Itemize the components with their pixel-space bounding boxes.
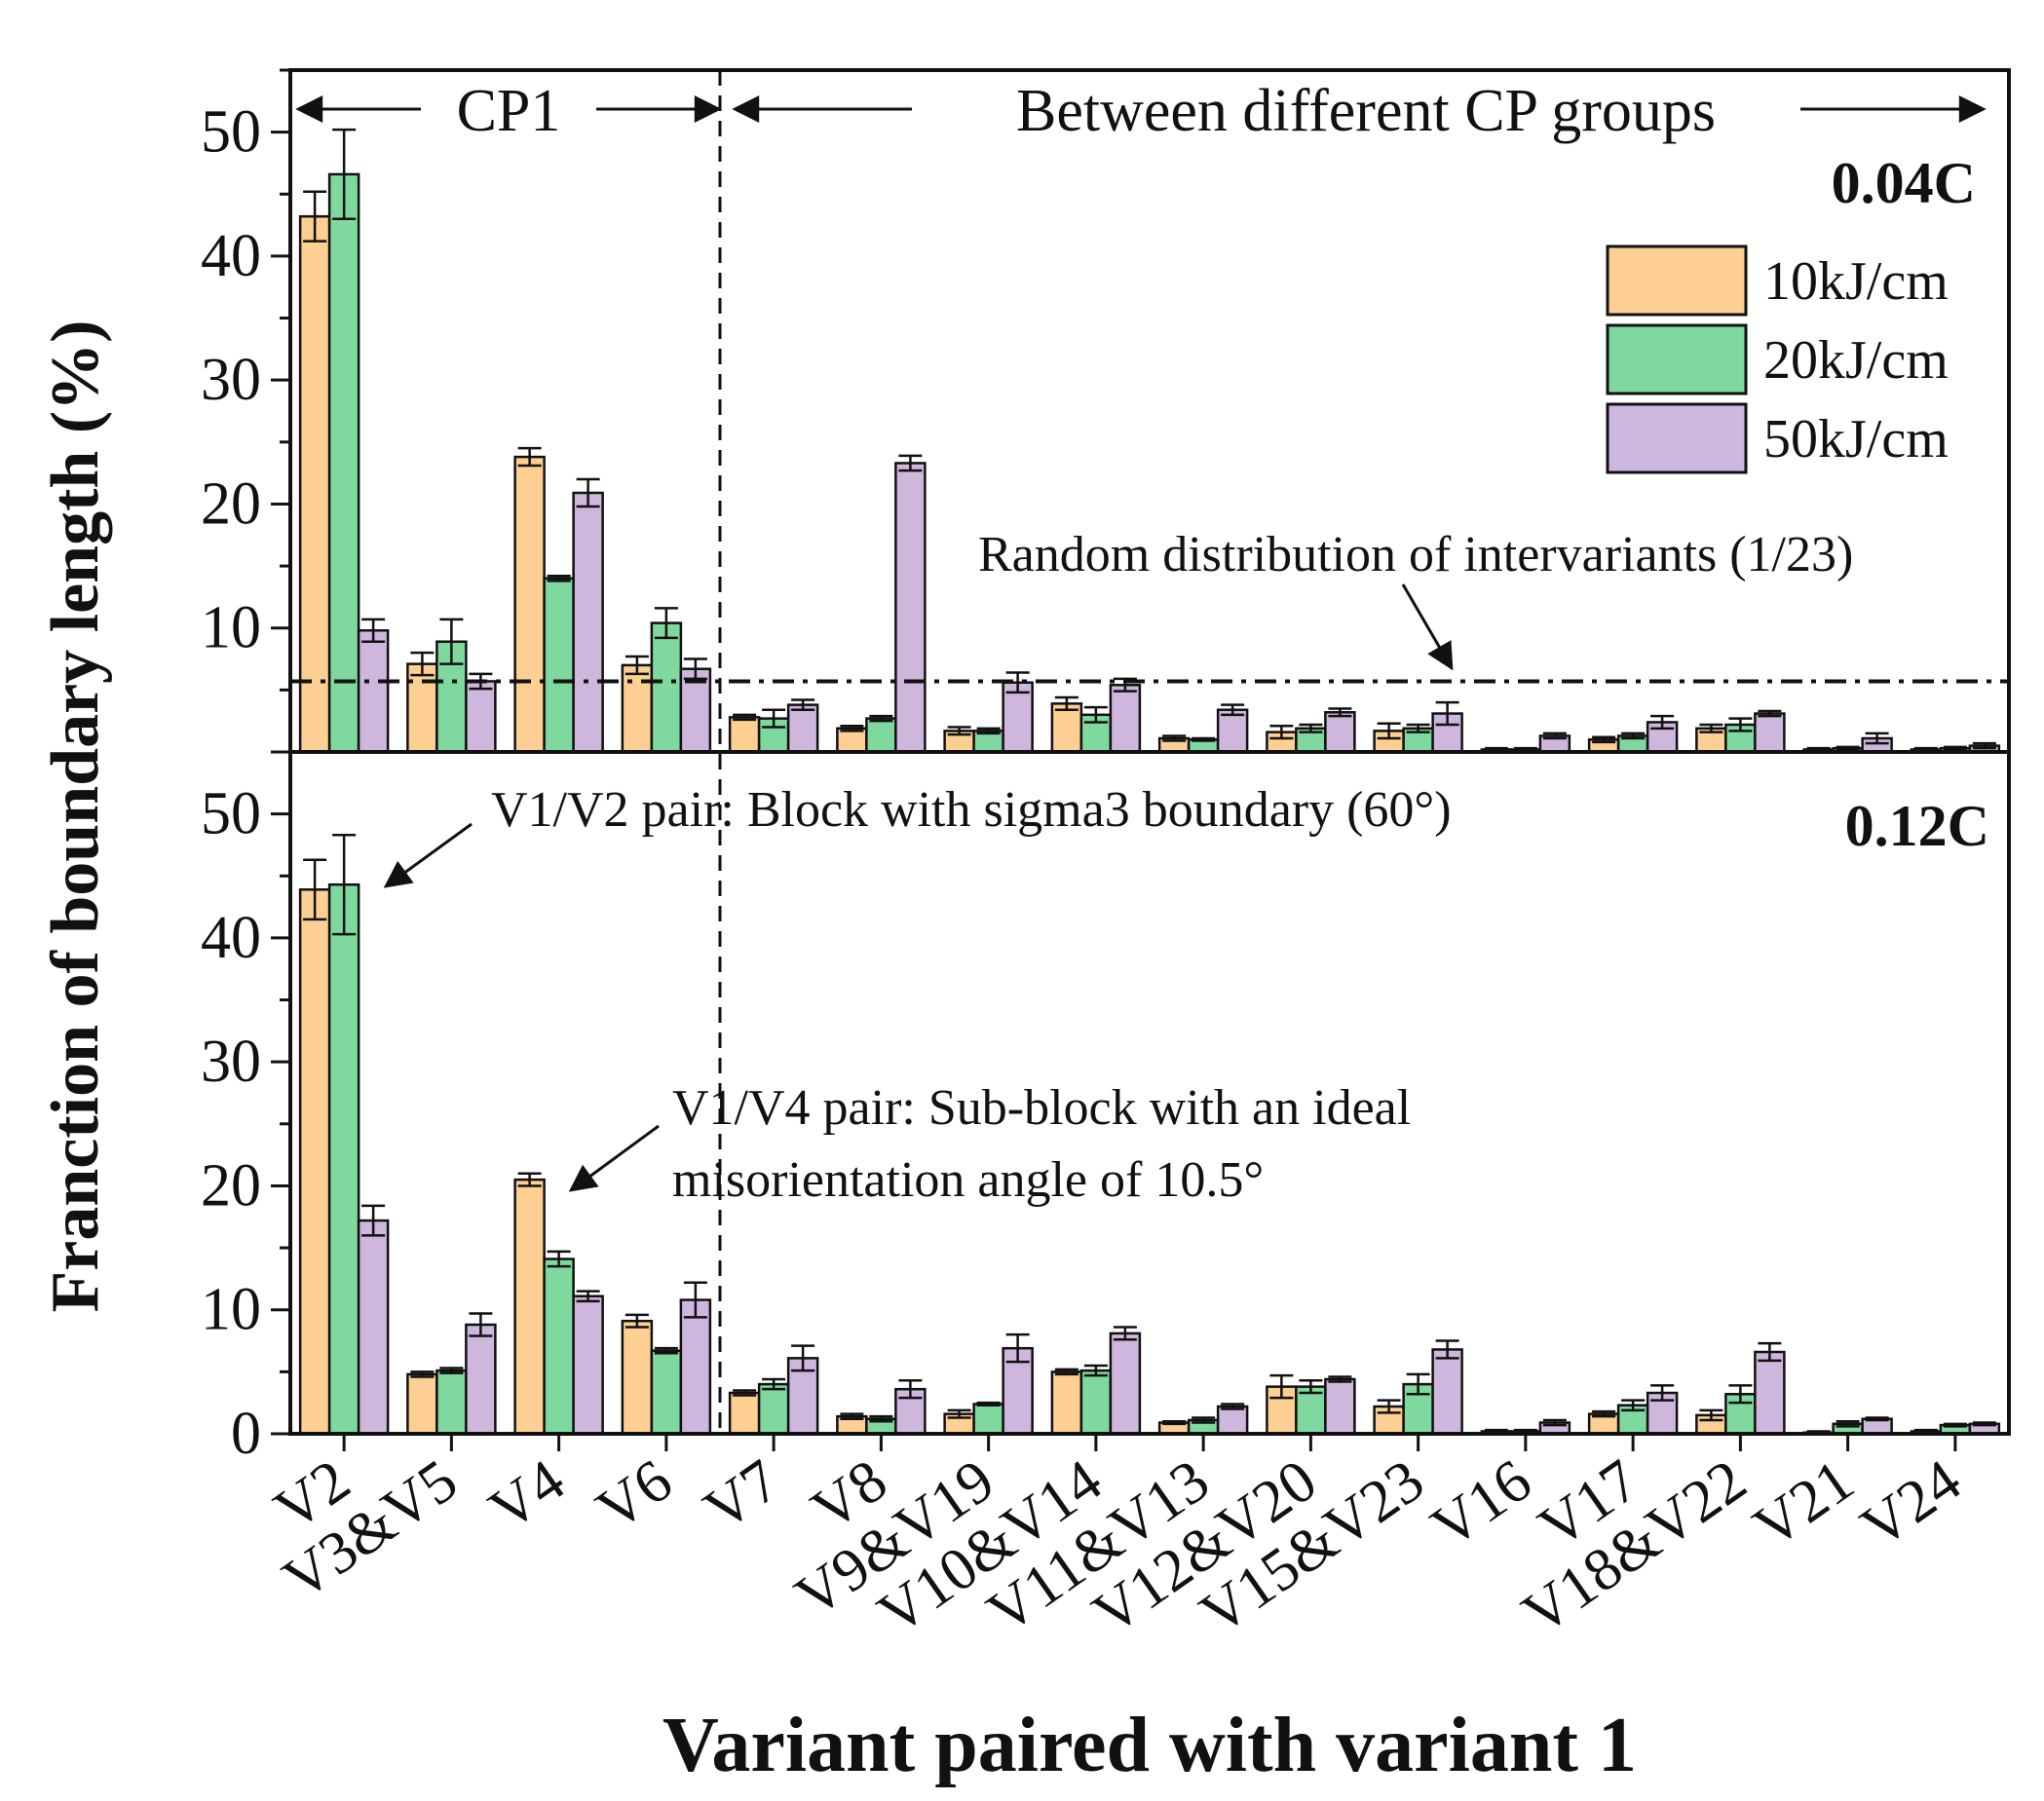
x-category-label-3: V6 xyxy=(586,1447,684,1544)
bar-p2-50kj-10 xyxy=(1431,1348,1463,1436)
v1-v4-annotation-line2: misorientation angle of 10.5° xyxy=(672,1152,1264,1208)
y-tick-label-p1-1: 10 xyxy=(201,595,261,661)
bar-p1-50kj-1 xyxy=(465,680,497,754)
v1-v2-annotation: V1/V2 pair: Block with sigma3 boundary (… xyxy=(491,782,1452,838)
bar-p2-10kj-1 xyxy=(406,1372,438,1436)
bar-p1-10kj-3 xyxy=(621,663,654,754)
bar-p1-20kj-3 xyxy=(650,621,683,754)
y-axis-label: Franction of boundary length (%) xyxy=(38,320,113,1313)
y-tick-label-p1-5: 50 xyxy=(201,99,261,166)
x-category-label-11: V16 xyxy=(1419,1447,1542,1561)
bar-p2-20kj-0 xyxy=(327,882,360,1436)
legend-swatch-50kj xyxy=(1606,402,1748,474)
v1-v4-annotation-line1: V1/V4 pair: Sub-block with an ideal xyxy=(672,1080,1411,1136)
y-tick-label-p2-4: 40 xyxy=(201,905,261,971)
panel-label-bottom: 0.12C xyxy=(1845,794,1989,858)
legend-label-50kj: 50kJ/cm xyxy=(1763,409,1949,469)
bar-p1-20kj-2 xyxy=(543,577,575,754)
bar-p1-50kj-8 xyxy=(1216,708,1249,754)
cp1-region-label: CP1 xyxy=(457,78,561,144)
bar-p1-50kj-4 xyxy=(786,703,819,754)
bar-p2-50kj-2 xyxy=(572,1294,604,1436)
bar-p2-20kj-7 xyxy=(1079,1369,1113,1436)
legend-swatch-20kj xyxy=(1606,323,1748,395)
bar-p2-50kj-13 xyxy=(1754,1350,1786,1436)
bar-p2-10kj-0 xyxy=(298,888,331,1436)
bar-p2-50kj-0 xyxy=(357,1219,390,1436)
x-category-label-13: V18&V22 xyxy=(1511,1447,1758,1648)
bar-p2-50kj-9 xyxy=(1324,1377,1356,1436)
bar-p1-50kj-2 xyxy=(572,491,604,754)
y-tick-label-p1-3: 30 xyxy=(201,347,261,413)
bar-p2-20kj-2 xyxy=(543,1257,575,1436)
y-tick-label-p2-5: 50 xyxy=(201,781,261,847)
bar-p2-20kj-1 xyxy=(435,1369,468,1436)
bar-p1-10kj-1 xyxy=(406,662,438,754)
bar-p1-50kj-0 xyxy=(357,629,390,754)
x-category-label-15: V24 xyxy=(1849,1447,1972,1561)
legend: 10kJ/cm 20kJ/cm 50kJ/cm xyxy=(1606,244,1949,474)
bar-p2-10kj-2 xyxy=(513,1178,546,1436)
legend-label-10kj: 10kJ/cm xyxy=(1763,251,1949,312)
v1-v2-annotation-arrow xyxy=(383,822,473,888)
bar-p2-20kj-3 xyxy=(650,1349,683,1436)
bar-p1-50kj-7 xyxy=(1109,684,1142,754)
between-groups-region-label: Between different CP groups xyxy=(1016,78,1716,144)
x-category-label-2: V4 xyxy=(478,1447,577,1544)
random-line-arrow xyxy=(1401,583,1454,671)
bar-p1-50kj-5 xyxy=(894,462,927,754)
y-tick-label-p2-3: 30 xyxy=(201,1029,261,1095)
bar-p2-10kj-7 xyxy=(1050,1370,1083,1436)
bar-p1-10kj-2 xyxy=(513,455,546,754)
y-tick-label-p2-2: 20 xyxy=(201,1152,261,1219)
y-tick-label-p1-2: 20 xyxy=(201,470,261,537)
bar-p2-50kj-8 xyxy=(1216,1405,1249,1436)
bar-p1-50kj-9 xyxy=(1324,711,1356,754)
bar-p1-10kj-0 xyxy=(298,214,331,754)
bar-p2-20kj-6 xyxy=(972,1403,1004,1436)
bar-p1-50kj-13 xyxy=(1754,712,1786,754)
plot-frame-p2 xyxy=(288,750,2011,1436)
bar-p1-20kj-0 xyxy=(327,172,360,754)
bar-p2-20kj-9 xyxy=(1295,1385,1327,1436)
y-tick-label-p2-1: 10 xyxy=(201,1277,261,1343)
panel-label-top: 0.04C xyxy=(1832,151,1976,215)
x-category-label-14: V21 xyxy=(1742,1447,1865,1561)
bar-p2-50kj-7 xyxy=(1109,1332,1142,1436)
bar-p2-10kj-3 xyxy=(621,1319,654,1436)
x-axis-label: Variant paired with variant 1 xyxy=(662,1703,1637,1788)
bar-p1-20kj-5 xyxy=(865,717,897,754)
bar-p2-50kj-3 xyxy=(679,1298,712,1436)
bar-p2-20kj-4 xyxy=(757,1382,790,1436)
v1-v4-annotation-arrow xyxy=(568,1124,660,1192)
x-category-label-4: V7 xyxy=(693,1447,791,1544)
random-line-label: Random distribution of intervariants (1/… xyxy=(978,527,1853,582)
y-tick-label-p2-0: 0 xyxy=(231,1401,261,1467)
bar-p2-10kj-4 xyxy=(728,1391,761,1436)
bar-p1-10kj-4 xyxy=(728,716,761,754)
bar-p2-50kj-1 xyxy=(465,1323,497,1436)
legend-swatch-10kj xyxy=(1606,244,1748,317)
y-tick-label-p1-4: 40 xyxy=(201,223,261,289)
legend-label-20kj: 20kJ/cm xyxy=(1763,330,1949,391)
